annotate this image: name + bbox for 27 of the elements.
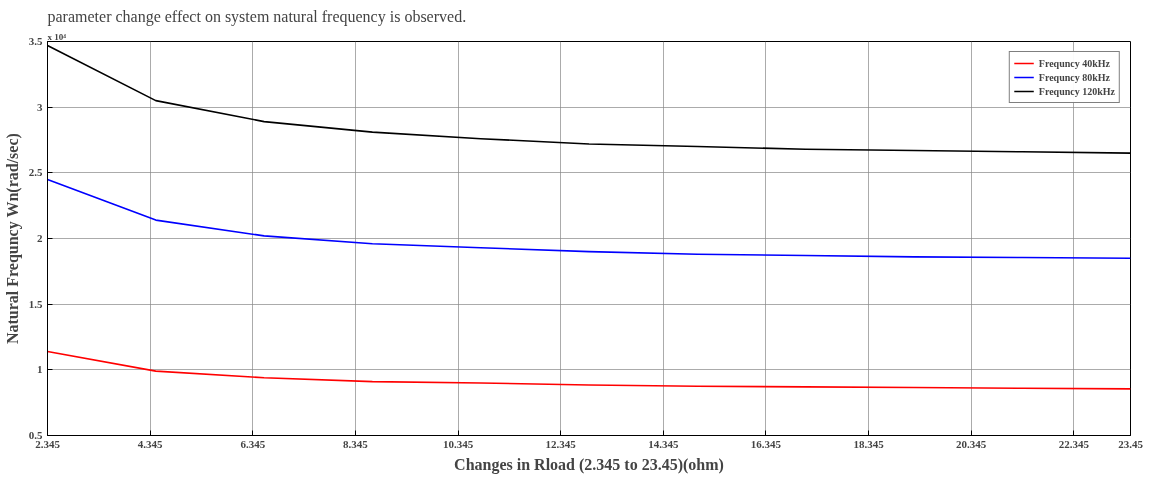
y-axis-title: Natural Frequncy Wn(rad/sec) [3, 133, 22, 345]
y-tick-label: 0.5 [28, 429, 43, 441]
line-series [47, 178, 1131, 259]
x-tick-label: 14.345 [648, 437, 679, 450]
y-tick-label: 2 [37, 232, 43, 244]
x-tick-label: 10.345 [442, 437, 474, 450]
y-tick-label: 1.5 [28, 297, 43, 310]
legend-label: Frequncy 120kHz [1038, 84, 1115, 98]
x-tick-label: 12.345 [545, 437, 577, 450]
x-tick-label: 20.345 [956, 437, 987, 450]
y-tick-label: 3 [37, 100, 43, 113]
line-series [47, 350, 1131, 390]
y-tick-label: 1 [37, 363, 43, 376]
y-tick-label: 3.5 [28, 35, 43, 47]
text: parameter change effect on system natural frequency is observed. [47, 7, 467, 26]
x-tick-label: 6.345 [240, 437, 266, 450]
legend-label: Frequncy 40kHz [1038, 56, 1110, 70]
x-tick-label: 8.345 [343, 437, 369, 450]
text: x 10⁴ [47, 31, 67, 42]
x-tick-label: 4.345 [137, 437, 163, 450]
x-tick-label: 22.345 [1058, 437, 1090, 450]
legend-label: Frequncy 80kHz [1038, 70, 1110, 84]
y-tick-label: 2.5 [28, 166, 43, 179]
x-axis-title: Changes in Rload (2.345 to 23.45)(ohm) [454, 455, 724, 474]
x-tick-label: 16.345 [750, 437, 782, 450]
x-tick-label: 18.345 [853, 437, 885, 450]
x-tick-label: 23.45 [1118, 437, 1144, 450]
